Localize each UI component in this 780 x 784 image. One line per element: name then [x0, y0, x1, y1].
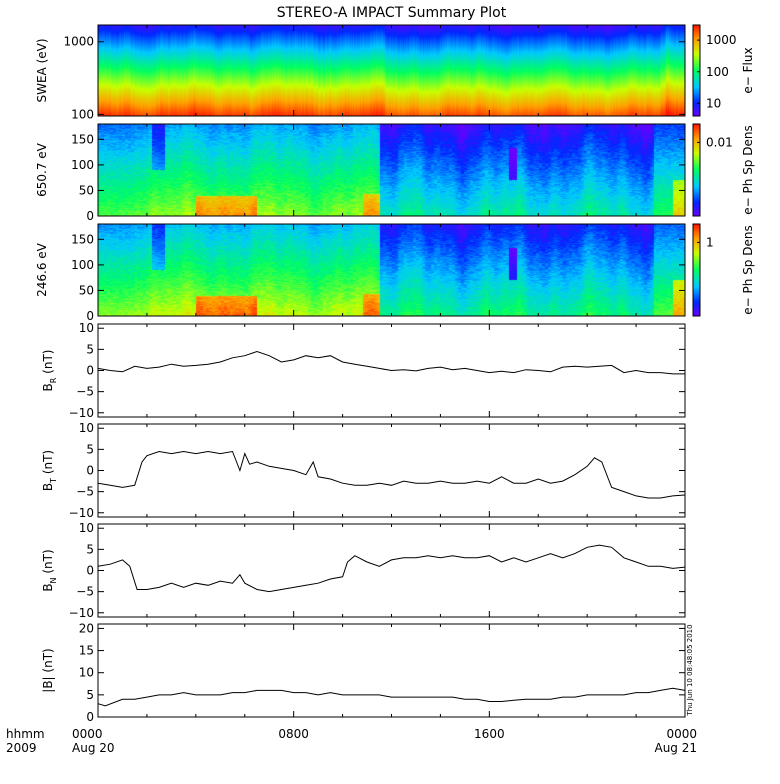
colorbar-1	[692, 24, 701, 117]
ytick-label: 1000	[63, 35, 94, 49]
ytick-label: 0	[86, 564, 94, 578]
ytick-label: 10	[79, 321, 94, 335]
y-axis-label-unit: (nT)	[41, 648, 55, 676]
ytick-label: 50	[79, 283, 94, 297]
y-axis-label-unit: (nT)	[41, 549, 55, 577]
ytick-label: −5	[76, 485, 94, 499]
colorbar-title-1: e− Flux	[741, 47, 755, 93]
y-axis-title-5: BT (nT)	[41, 450, 58, 491]
y-axis-label-unit: (nT)	[41, 450, 55, 478]
time-tick-date: Aug 21	[654, 741, 697, 755]
y-axis-label: 650.7 eV	[35, 142, 49, 197]
panel-frame-5	[97, 423, 686, 518]
time-tick-date: Aug 20	[72, 741, 115, 755]
panel-frame-6	[97, 523, 686, 618]
y-axis-label: SWEA (eV)	[35, 38, 49, 102]
ytick-label: 150	[71, 232, 94, 246]
series-line-panel-5	[97, 450, 686, 499]
colorbar-tick-label: 100	[706, 65, 729, 79]
colorbar-tick-label: 1	[706, 235, 714, 249]
ytick-label: 0	[86, 364, 94, 378]
ytick-label: 10	[79, 421, 94, 435]
time-axis-corner-top: hhmm	[6, 727, 45, 741]
ytick-label: 10	[79, 521, 94, 535]
colorbar-2	[692, 123, 701, 217]
spectrogram-panel-3	[98, 224, 685, 316]
series-line-panel-4	[97, 350, 685, 375]
ytick-label: 5	[86, 542, 94, 556]
time-tick-label: 0000	[666, 727, 697, 741]
y-axis-title-2: 650.7 eV	[35, 142, 49, 197]
y-axis-label-unit: (nT)	[41, 350, 55, 378]
colorbar-title-3: e− Ph Sp Dens	[741, 225, 755, 314]
panel-frame-7	[97, 623, 686, 718]
colorbar-title-2: e− Ph Sp Dens	[741, 125, 755, 214]
colorbar-tick-label: 0.01	[706, 135, 733, 149]
y-axis-label: 246.6 eV	[35, 242, 49, 297]
y-axis-title-3: 246.6 eV	[35, 242, 49, 297]
ytick-label: 50	[79, 183, 94, 197]
colorbar-3	[692, 223, 701, 317]
ytick-label: −10	[69, 406, 94, 420]
colorbar-tick-label: 10	[706, 96, 721, 110]
colorbar-label: e− Flux	[741, 47, 755, 93]
ytick-label: 0	[86, 710, 94, 724]
ytick-label: 100	[71, 107, 94, 121]
ytick-label: 10	[79, 666, 94, 680]
y-axis-title-7: |B| (nT)	[41, 648, 55, 692]
ytick-label: 100	[71, 258, 94, 272]
ytick-label: 150	[71, 132, 94, 146]
ytick-label: −10	[69, 506, 94, 520]
ytick-label: 0	[86, 464, 94, 478]
ytick-label: 100	[71, 158, 94, 172]
y-axis-label-main: B	[41, 383, 55, 391]
y-axis-label-main: |B|	[41, 676, 55, 692]
ytick-label: −5	[76, 385, 94, 399]
time-axis-corner-bottom: 2009	[6, 741, 37, 755]
ytick-label: 5	[86, 342, 94, 356]
colorbar-label: e− Ph Sp Dens	[741, 225, 755, 314]
time-tick-label: 0000	[72, 727, 103, 741]
series-line-panel-6	[97, 544, 686, 593]
plot-title: STEREO-A IMPACT Summary Plot	[277, 5, 507, 21]
time-tick-label: 1600	[474, 727, 505, 741]
ytick-label: 15	[79, 644, 94, 658]
colorbar-label: e− Ph Sp Dens	[741, 125, 755, 214]
y-axis-title-4: BR (nT)	[41, 350, 58, 392]
colorbar-tick-label: 1000	[706, 33, 737, 47]
y-axis-label-main: B	[41, 483, 55, 491]
time-tick-label: 0800	[278, 727, 309, 741]
ytick-label: 0	[86, 209, 94, 223]
ytick-label: −10	[69, 606, 94, 620]
timestamp-stamp: Thu Jun 10 08:48:05 2010	[686, 624, 694, 716]
spectrogram-panel-1	[98, 25, 685, 116]
ytick-label: 0	[86, 309, 94, 323]
y-axis-label-sub: T	[49, 478, 58, 484]
y-axis-label-main: B	[41, 583, 55, 591]
ytick-label: 20	[79, 621, 94, 635]
series-line-panel-7	[97, 687, 686, 707]
spectrogram-panel-2	[98, 124, 685, 216]
y-axis-title-6: BN (nT)	[41, 549, 58, 591]
y-axis-label-sub: R	[49, 377, 58, 383]
ytick-label: −5	[76, 585, 94, 599]
ytick-label: 5	[86, 688, 94, 702]
ytick-label: 5	[86, 442, 94, 456]
y-axis-label-sub: N	[49, 577, 58, 583]
y-axis-title-1: SWEA (eV)	[35, 38, 49, 102]
